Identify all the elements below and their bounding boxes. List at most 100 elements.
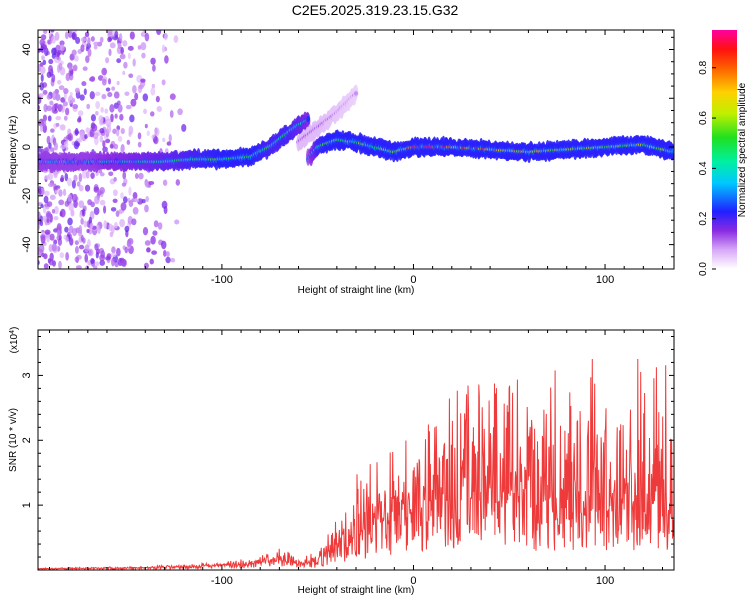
spectrogram-noise-cell xyxy=(174,219,180,225)
spectrogram-noise-cell xyxy=(71,49,77,56)
spectrogram-noise-cell xyxy=(89,128,95,138)
spectrogram-noise-cell xyxy=(81,208,86,217)
spectrogram-noise-cell xyxy=(65,236,69,243)
spectrogram-noise-cell xyxy=(72,104,79,110)
snr-ytick-label: 2 xyxy=(21,437,33,443)
spectrogram-noise-cell xyxy=(123,61,128,69)
spectrogram-noise-cell xyxy=(90,201,95,208)
colorbar-gradient xyxy=(712,30,737,269)
spectrogram-noise-cell xyxy=(42,120,47,127)
spectrogram-noise-cell xyxy=(119,218,126,228)
spectrogram-noise-cell xyxy=(72,64,78,72)
spectrogram-noise-cell xyxy=(84,184,91,192)
spectrogram-x-ticks: -100 0 100 xyxy=(48,30,664,286)
spectrogram-noise-cell xyxy=(145,196,150,203)
spectrogram-noise-cell xyxy=(74,240,79,246)
spectrogram-noise-cell xyxy=(86,229,90,234)
spectrogram-noise-cell xyxy=(86,103,91,110)
spectrogram-noise-cell xyxy=(126,139,131,145)
spectrogram-noise-cell xyxy=(38,188,42,196)
spectrogram-noise-cell xyxy=(95,100,101,110)
spectrogram-noise-cell xyxy=(140,78,146,83)
spectrogram-noise-cell xyxy=(150,235,156,245)
spectrogram-noise-cell xyxy=(156,106,162,112)
spectrogram-noise-cell xyxy=(65,72,71,82)
spectrogram-noise-cell xyxy=(93,186,100,193)
spectrogram-noise-cell xyxy=(75,36,81,45)
spectrogram-noise-cell xyxy=(162,179,168,186)
spectrogram-noise-cell xyxy=(142,93,149,102)
spectrogram-noise-cell xyxy=(114,113,118,119)
spectrogram-noise-cell xyxy=(122,40,128,47)
spectrogram-noise-cell xyxy=(65,107,70,116)
spectrogram-noise-cell xyxy=(85,170,90,179)
spectrogram-noise-cell xyxy=(43,195,49,204)
spectrogram-noise-cell xyxy=(87,48,92,57)
spectrogram-noise-cell xyxy=(43,103,48,113)
spectrogram-noise-cell xyxy=(83,220,88,228)
spectrogram-xlabel: Height of straight line (km) xyxy=(298,285,415,296)
spectrogram-ytick-label: 0 xyxy=(21,144,33,150)
spectrogram-noise-cell xyxy=(42,59,47,65)
spectrogram-noise-cell xyxy=(59,124,66,131)
spectrogram-noise-cell xyxy=(78,184,84,192)
spectrogram-noise-cell xyxy=(51,243,57,252)
spectrogram-noise-cell xyxy=(120,192,124,199)
spectrogram-ytick-label: 20 xyxy=(21,92,33,104)
spectrogram-noise-cell xyxy=(132,191,138,200)
spectrogram-noise-cell xyxy=(177,108,183,116)
spectrogram-noise-cell xyxy=(68,30,73,39)
spectrogram-noise-cell xyxy=(161,240,167,250)
spectrogram-noise-cell xyxy=(89,91,95,100)
spectrogram-noise-cell xyxy=(109,143,114,149)
spectrogram-xtick-label: 0 xyxy=(410,274,416,286)
spectrogram-noise-cell xyxy=(108,171,114,177)
spectrogram-noise-cell xyxy=(64,31,69,40)
spectrogram-noise-cell xyxy=(95,111,99,116)
spectrogram-noise-cell xyxy=(83,88,87,96)
spectrogram-noise-cell xyxy=(75,245,79,254)
spectrogram-peak-cell xyxy=(353,91,359,96)
snr-y-ticks: 1 2 3 xyxy=(21,335,674,558)
spectrogram-noise-cell xyxy=(146,247,151,253)
spectrogram-noise-cell xyxy=(134,172,139,180)
spectrogram-noise-cell xyxy=(62,188,67,197)
spectrogram-noise-cell xyxy=(144,204,149,213)
spectrogram-noise-cell xyxy=(165,256,171,264)
spectrogram-noise-cell xyxy=(164,55,169,64)
spectrogram-noise-cell xyxy=(137,45,142,50)
spectrogram-noise-cell xyxy=(113,143,119,150)
spectrogram-noise-cell xyxy=(113,189,118,197)
spectrogram-noise-cell xyxy=(111,257,115,267)
spectrogram-noise-cell xyxy=(109,104,115,113)
spectrogram-noise-cell xyxy=(59,177,64,183)
spectrogram-noise-cell xyxy=(76,181,81,187)
spectrogram-noise-cell xyxy=(94,243,99,251)
spectrogram-noise-cell xyxy=(169,110,174,118)
spectrogram-noise-cell xyxy=(155,95,160,103)
spectrogram-noise-cell xyxy=(152,64,156,72)
spectrogram-noise-cell xyxy=(137,132,142,140)
spectrogram-noise-cell xyxy=(165,251,170,257)
spectrogram-noise-cell xyxy=(68,65,73,71)
spectrogram-noise-cell xyxy=(40,44,47,50)
spectrogram-noise-cell xyxy=(99,135,104,143)
spectrogram-noise-cell xyxy=(47,182,54,188)
spectrogram-noise-cell xyxy=(169,93,176,100)
spectrogram-xtick-label: 100 xyxy=(596,274,614,286)
spectrogram-noise-cell xyxy=(88,77,95,82)
spectrogram-noise-cell xyxy=(128,200,134,208)
spectrogram-noise-cell xyxy=(97,226,101,234)
spectrogram-noise-cell xyxy=(57,238,63,246)
spectrogram-noise-cell xyxy=(129,31,135,40)
spectrogram-noise-cell xyxy=(107,31,113,39)
spectrogram-noise-cell xyxy=(74,127,79,136)
spectrogram-noise-cell xyxy=(39,82,45,91)
spectrogram-noise-cell xyxy=(51,35,57,44)
spectrogram-noise-cell xyxy=(47,173,54,181)
spectrogram-noise-cell xyxy=(110,225,115,234)
spectrogram-noise-cell xyxy=(105,138,111,144)
spectrogram-noise-cell xyxy=(90,114,96,122)
